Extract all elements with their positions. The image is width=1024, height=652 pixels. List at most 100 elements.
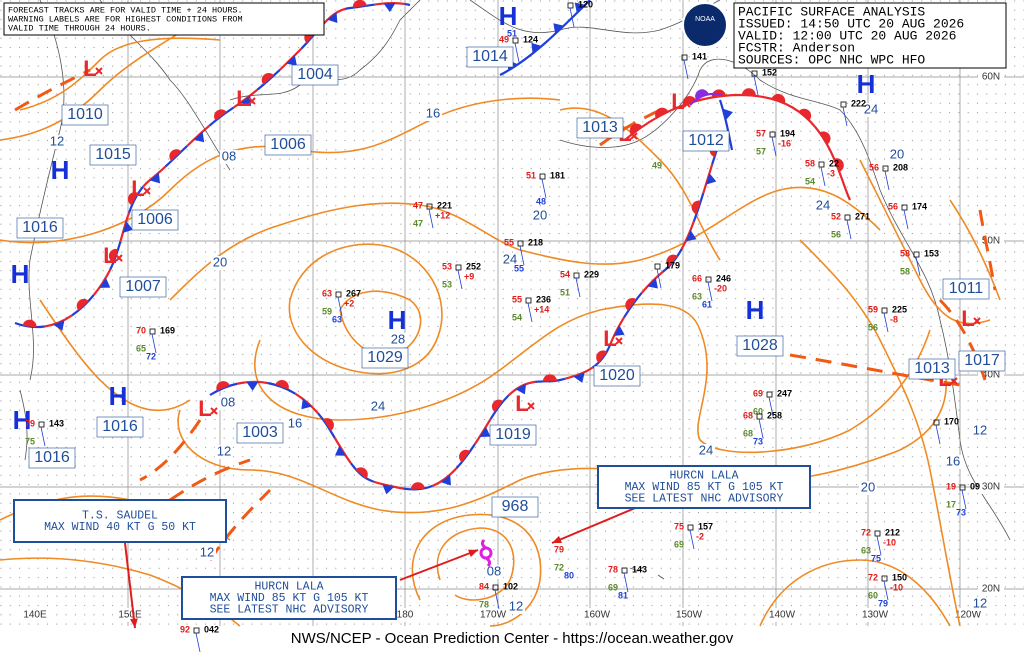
low-center: L [103, 243, 116, 268]
warning-arrow [551, 505, 641, 544]
station-dew: 53 [442, 279, 452, 289]
pressure-label: 968 [502, 498, 529, 515]
low-center: L [515, 391, 528, 416]
isobar-label-box [389, 333, 407, 347]
station-temp: 70 [136, 325, 146, 335]
isobar [339, 290, 422, 357]
wind-barb [337, 296, 343, 317]
lon-label-box [476, 608, 510, 622]
isobar-label: 24 [371, 398, 385, 413]
high-center: H [11, 259, 30, 289]
station-symbol [882, 165, 889, 172]
wind-barb [623, 572, 629, 593]
isobar [411, 513, 542, 627]
lon-label-box [580, 608, 614, 622]
isobar-label-box [944, 455, 962, 469]
isobar-label-box [211, 256, 229, 270]
station-tendency: -20 [714, 283, 727, 293]
isobar-label: 24 [503, 251, 517, 266]
station-pressure: 143 [49, 418, 64, 428]
station-temp: 69 [753, 388, 763, 398]
station-pressure: 170 [944, 416, 959, 426]
isobar [177, 369, 947, 514]
isobar-label: 08 [487, 563, 501, 578]
warning-line: SEE LATEST NHC ADVISORY [210, 604, 369, 617]
forecaster: FCSTR: Anderson [738, 40, 855, 55]
isobar-label-box [369, 400, 387, 414]
storm-track [14, 68, 91, 112]
high-center: H [13, 405, 32, 435]
station-pressure: 181 [550, 170, 565, 180]
station-temp: 79 [25, 418, 35, 428]
isobar-label-box [424, 107, 442, 121]
logo-text: NOAA [695, 16, 715, 23]
high-center: H [388, 305, 407, 335]
station-temp: 75 [674, 521, 684, 531]
pressure-label: 1007 [125, 278, 161, 295]
isobar-label: 12 [973, 422, 987, 437]
station-temp: 58 [805, 158, 815, 168]
station-temp: 68 [743, 410, 753, 420]
pressure-label-box [291, 64, 339, 86]
wind-barb [151, 333, 157, 354]
station-tendency: -8 [890, 314, 898, 324]
station-pressure: 252 [466, 261, 481, 271]
pressure-label-box [361, 347, 409, 369]
station-dew: 69 [608, 582, 618, 592]
front [624, 93, 851, 201]
low-marker [973, 317, 981, 325]
front-semicircle [169, 149, 182, 162]
station-symbol [512, 37, 519, 44]
pressure-label: 1012 [688, 132, 724, 149]
front-semicircle [596, 350, 608, 364]
front-triangle [246, 381, 259, 391]
station-temp: 72 [861, 527, 871, 537]
station-temp: 58 [900, 248, 910, 258]
station-symbol [525, 297, 532, 304]
lon-label: 120W [955, 610, 982, 621]
station-wind: 72 [146, 351, 156, 361]
lat-label: 30N [982, 482, 1000, 493]
isobar-label: 08 [222, 148, 236, 163]
station-symbol [881, 307, 888, 314]
storm-track [599, 108, 661, 147]
station-pressure: 258 [767, 410, 782, 420]
wind-barb [494, 589, 500, 610]
station-pressure: 179 [665, 260, 680, 270]
low-marker [143, 187, 151, 195]
pressure-label-box [131, 209, 179, 231]
storm-tracks [14, 68, 997, 561]
warning-line: MAX WIND 40 KT G 50 KT [44, 521, 196, 534]
station-temp: 63 [322, 288, 332, 298]
station-pressure: 143 [632, 564, 647, 574]
station-pressure: 169 [160, 325, 175, 335]
isobar-label-box [862, 103, 880, 117]
high-center: H [746, 295, 765, 325]
warning-line: T.S. SAUDEL [82, 509, 158, 522]
front-semicircle [625, 298, 637, 311]
station-symbol [933, 419, 940, 426]
station-dew: 57 [756, 146, 766, 156]
station-symbol [539, 173, 546, 180]
low-marker [210, 407, 218, 415]
station-pressure: 267 [346, 288, 361, 298]
pressure-label-box [28, 447, 76, 469]
station-dew: 72 [554, 562, 564, 572]
warning-line: SEE LATEST NHC ADVISORY [625, 493, 784, 506]
station-tendency: -10 [890, 582, 903, 592]
lat-label: 50N [982, 236, 1000, 247]
station-symbol [335, 291, 342, 298]
lat-label: 60N [982, 72, 1000, 83]
station-pressure: 208 [893, 162, 908, 172]
station-pressure: 222 [851, 98, 866, 108]
lon-label-box [858, 608, 892, 622]
isobar-label-box [971, 597, 989, 611]
warning-line: HURCN LALA [254, 581, 323, 594]
station-pressure: 194 [780, 128, 795, 138]
front-triangle [574, 2, 586, 14]
station-wind: 61 [702, 299, 712, 309]
front-triangle [722, 108, 733, 121]
wind-barb [689, 529, 695, 550]
station-wind: 51 [507, 28, 517, 38]
